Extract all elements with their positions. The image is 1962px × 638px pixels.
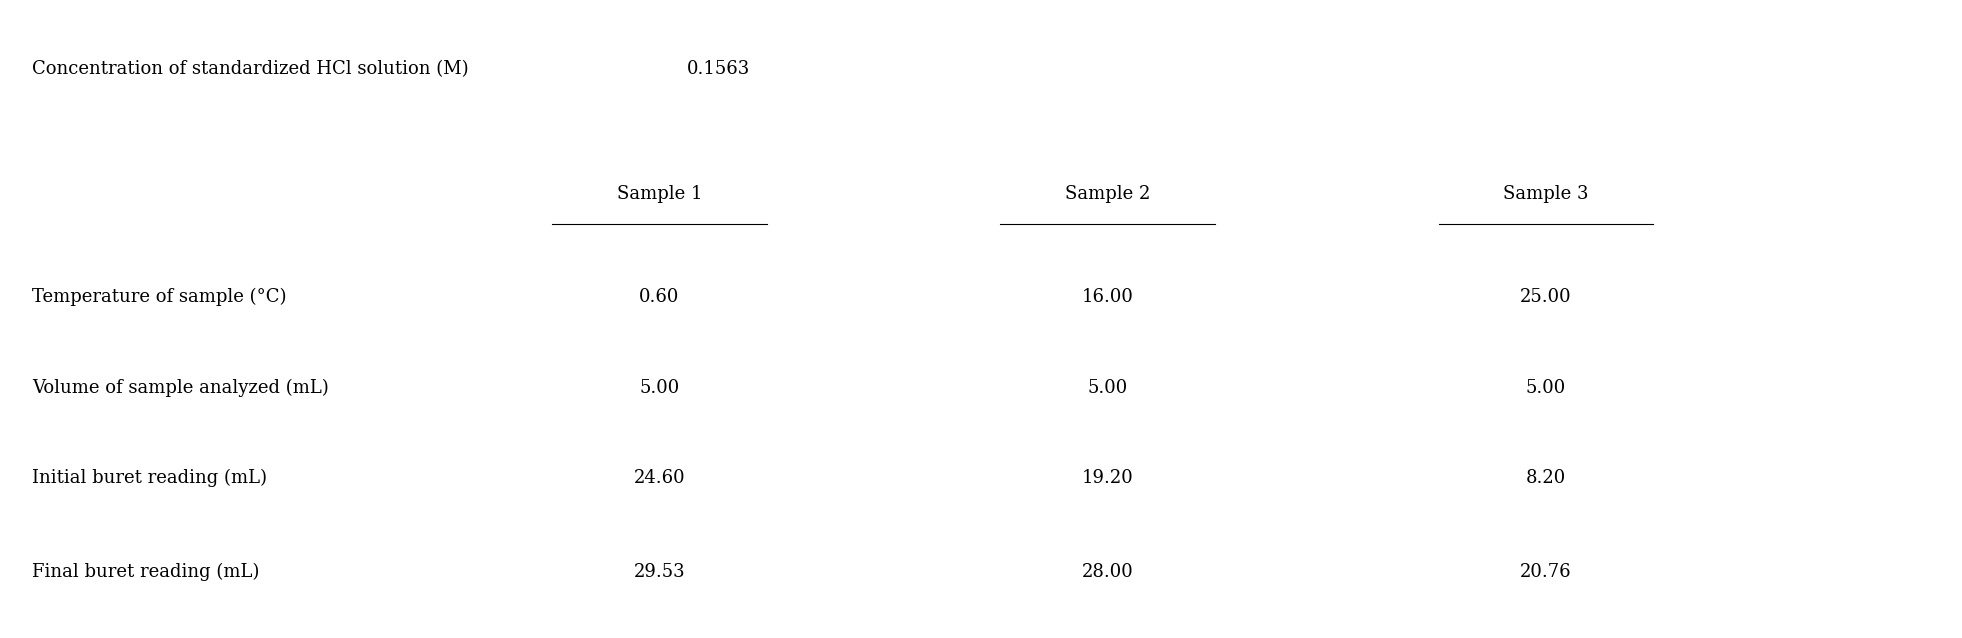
Text: Sample 2: Sample 2: [1065, 185, 1150, 203]
Text: 5.00: 5.00: [1087, 378, 1128, 397]
Text: 5.00: 5.00: [640, 378, 679, 397]
Text: Volume of sample analyzed (mL): Volume of sample analyzed (mL): [31, 378, 330, 397]
Text: Concentration of standardized HCl solution (M): Concentration of standardized HCl soluti…: [31, 61, 469, 78]
Text: 8.20: 8.20: [1526, 469, 1566, 487]
Text: Sample 3: Sample 3: [1503, 185, 1589, 203]
Text: Initial buret reading (mL): Initial buret reading (mL): [31, 469, 267, 487]
Text: 0.60: 0.60: [640, 288, 679, 306]
Text: 24.60: 24.60: [634, 469, 685, 487]
Text: 16.00: 16.00: [1081, 288, 1134, 306]
Text: 20.76: 20.76: [1521, 563, 1572, 581]
Text: Final buret reading (mL): Final buret reading (mL): [31, 563, 259, 581]
Text: 29.53: 29.53: [634, 563, 685, 581]
Text: Sample 1: Sample 1: [616, 185, 702, 203]
Text: 19.20: 19.20: [1081, 469, 1134, 487]
Text: Temperature of sample (°C): Temperature of sample (°C): [31, 288, 286, 306]
Text: 28.00: 28.00: [1081, 563, 1134, 581]
Text: 0.1563: 0.1563: [687, 61, 749, 78]
Text: 25.00: 25.00: [1521, 288, 1572, 306]
Text: 5.00: 5.00: [1526, 378, 1566, 397]
